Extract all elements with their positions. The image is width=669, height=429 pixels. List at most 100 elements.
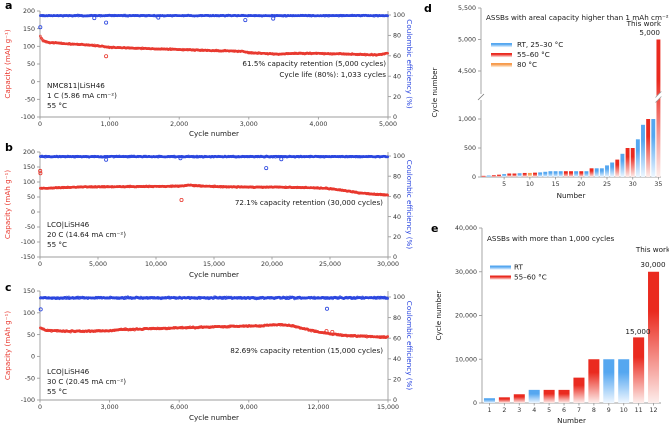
bar	[527, 172, 532, 177]
bar	[635, 139, 640, 177]
bar	[558, 171, 563, 177]
annotation: 30,000	[640, 260, 666, 269]
series-coulombic_efficiency	[38, 295, 390, 312]
xtick-label: 1	[487, 407, 491, 414]
bar	[603, 359, 615, 403]
bar	[579, 171, 584, 177]
series-capacity	[38, 322, 390, 340]
bar	[651, 119, 656, 177]
legend-swatch-blue	[490, 265, 511, 270]
right-ytick-label: 0	[393, 114, 397, 121]
xtick-label: 15,000	[203, 261, 225, 268]
xtick-label: 5,000	[89, 261, 107, 268]
outlier-point	[104, 54, 109, 59]
legend-label: 55–60 °C	[517, 50, 550, 59]
left-ytick-label: -150	[21, 254, 35, 261]
ytick-label: 5,500	[458, 5, 476, 12]
left-ytick-label: 100	[23, 310, 35, 317]
bar	[483, 398, 495, 403]
outlier-point	[92, 16, 97, 21]
bar	[648, 271, 660, 403]
xtick-label: 12,000	[307, 404, 329, 411]
left-ytick-label: 50	[27, 332, 35, 339]
right-ytick-label: 40	[393, 356, 401, 363]
bar	[656, 39, 661, 177]
xtick-label: 5,000	[379, 121, 397, 128]
annotation: This work	[626, 19, 662, 28]
series-coulombic_efficiency	[38, 13, 390, 30]
xtick-label: 6	[562, 407, 566, 414]
y-axis-title-right: Coulombic efficiency (%)	[405, 160, 414, 250]
outlier-point	[38, 25, 43, 30]
legend-label: 80 °C	[517, 60, 537, 69]
x-axis-title: Number	[557, 191, 586, 200]
outlier-point	[271, 16, 276, 21]
bar	[563, 171, 568, 177]
legend-label: RT	[514, 263, 523, 272]
bar	[599, 168, 604, 177]
outlier-point	[264, 166, 269, 171]
xtick-label: 2,000	[170, 121, 188, 128]
xtick-label: 12	[650, 407, 658, 414]
series-capacity	[38, 34, 390, 59]
outlier-point	[330, 329, 335, 334]
legend-label: RT, 25–30 °C	[517, 40, 563, 49]
y-axis-title-left: Capacity (mAh g⁻¹)	[3, 311, 12, 380]
right-ytick-label: 100	[393, 294, 405, 301]
xtick-label: 0	[38, 261, 42, 268]
xtick-label: 10	[620, 407, 628, 414]
outlier-point	[179, 197, 184, 202]
annotation: 82.69% capacity retention (15,000 cycles…	[230, 346, 383, 355]
outlier-point	[38, 168, 43, 173]
annotation: 30 C (20.45 mA cm⁻²)	[47, 377, 126, 386]
xtick-label: 4,000	[309, 121, 327, 128]
bar	[497, 174, 501, 177]
xtick-label: 11	[635, 407, 643, 414]
right-ytick-label: 60	[393, 194, 401, 201]
series-capacity	[38, 168, 390, 202]
right-ytick-label: 40	[393, 214, 401, 221]
bar	[594, 168, 599, 177]
bar	[620, 153, 625, 177]
y-axis-title-right: Coulombic efficiency (%)	[405, 19, 414, 109]
bar	[517, 173, 522, 177]
bar	[615, 159, 620, 177]
bar	[522, 172, 527, 177]
panel-label-e: e	[431, 222, 438, 235]
right-ytick-label: 20	[393, 94, 401, 101]
panel-label-b: b	[5, 141, 13, 154]
ytick-label: 0	[473, 400, 477, 407]
right-ytick-label: 100	[393, 12, 405, 19]
ytick-label: 30,000	[455, 269, 477, 276]
panel-label-c: c	[5, 281, 12, 294]
xtick-label: 15	[552, 181, 560, 188]
xtick-label: 2	[502, 407, 506, 414]
xtick-label: 30,000	[377, 261, 399, 268]
left-ytick-label: 0	[31, 79, 35, 86]
ytick-label: 5,000	[458, 37, 476, 44]
bar	[548, 171, 553, 177]
bar	[574, 171, 579, 177]
xtick-label: 20	[577, 181, 585, 188]
y-axis-title: Cycle number	[430, 67, 439, 117]
panel-d: 0 500 1,000 4,500 5,000 5,500 5 10 15 20 25 30 35 Num…	[424, 2, 669, 200]
bar	[543, 389, 555, 404]
bar	[589, 168, 594, 177]
right-ytick-label: 0	[393, 397, 397, 404]
annotation: Cycle life (80%): 1,033 cycles	[279, 70, 386, 79]
bar	[491, 175, 496, 177]
xtick-label: 25	[603, 181, 611, 188]
bar	[507, 173, 512, 177]
bar	[553, 171, 558, 177]
left-ytick-label: 150	[23, 26, 35, 33]
right-ytick-label: 0	[393, 254, 397, 261]
right-ytick-label: 20	[393, 234, 401, 241]
xtick-label: 3,000	[240, 121, 258, 128]
bar	[569, 171, 573, 177]
x-axis-title: Number	[557, 416, 586, 425]
bar	[538, 172, 543, 177]
outlier-point	[243, 18, 248, 23]
